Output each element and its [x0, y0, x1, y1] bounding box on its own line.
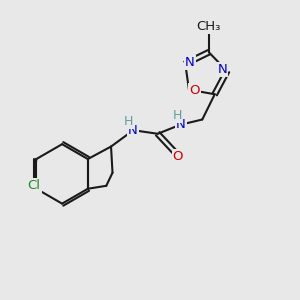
Text: Cl: Cl	[28, 179, 40, 192]
Text: H: H	[124, 115, 134, 128]
Text: N: N	[185, 56, 195, 69]
Text: H: H	[173, 110, 182, 122]
Text: N: N	[176, 118, 186, 131]
Text: O: O	[173, 150, 183, 163]
Text: CH₃: CH₃	[197, 20, 221, 33]
Text: N: N	[218, 63, 227, 76]
Text: O: O	[189, 84, 200, 97]
Text: N: N	[128, 124, 138, 137]
